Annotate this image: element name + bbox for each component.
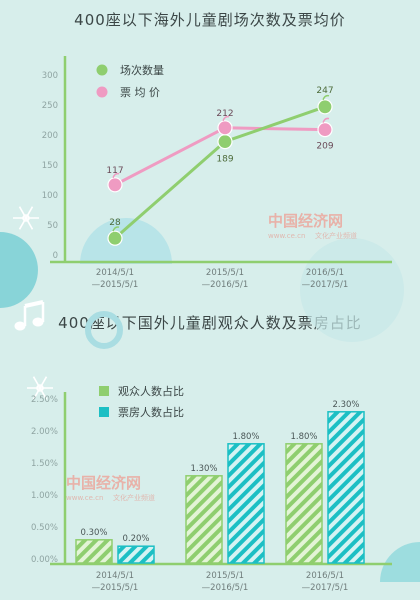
- music-note-icon: [14, 300, 45, 331]
- ring-decoration: [85, 311, 123, 349]
- chart1-y-tick-250: 250: [42, 101, 58, 111]
- chart2-label-s1-2: 1.30%: [190, 464, 217, 474]
- chart1-points: [107, 94, 333, 246]
- watermark-logo-2: 中国经济网: [66, 474, 141, 492]
- chart2-x-tick-1-line-1: 2014/5/1: [96, 571, 134, 581]
- chart1-label-s1-2: 189: [216, 155, 233, 165]
- chart2-label-s2-3: 2.30%: [332, 400, 359, 410]
- chart2-axes: [50, 392, 392, 566]
- chart1-point-leaf-s2-1: [112, 172, 120, 179]
- chart2-x-tick-1-line-2: —2015/5/1: [92, 583, 139, 593]
- chart2-label-s2-2: 1.80%: [232, 432, 259, 442]
- chart2-legend-label-2: 票房人数占比: [118, 405, 184, 419]
- chart1-point-s2-1: [107, 177, 123, 193]
- chart1-point-s2-2: [217, 120, 233, 136]
- chart2-legend-label-1: 观众人数占比: [118, 384, 184, 398]
- snowflake-icon-2: [27, 376, 53, 400]
- chart2-bar-s1-3: [285, 443, 323, 564]
- chart2-legend-marker-1: [99, 386, 109, 396]
- chart2-label-s1-1: 0.30%: [80, 528, 107, 538]
- chart1-legend-label-1: 场次数量: [120, 63, 164, 77]
- chart1-point-s1-1: [107, 230, 123, 246]
- chart1-x-tick-2-line-1: 2015/5/1: [206, 268, 244, 278]
- chart2-y-tick-1-50: 1.50%: [31, 459, 58, 469]
- chart1-label-s2-2: 212: [216, 109, 233, 119]
- chart2-bar-s2-2: [227, 443, 265, 564]
- chart2-y-tick-2-00: 2.00%: [31, 427, 58, 437]
- chart1-legend-label-2: 票 均 价: [120, 86, 160, 99]
- snowflake-icon: [13, 206, 39, 230]
- corner-decoration: [380, 542, 420, 582]
- chart2-bar-s1-1: [75, 539, 113, 564]
- chart1-point-s1-2: [217, 134, 233, 150]
- chart1-y-tick-200: 200: [42, 131, 58, 141]
- chart2-label-s2-1: 0.20%: [122, 534, 149, 544]
- chart2-data-labels: 0.30% 0.20% 1.30% 1.80% 1.80% 2.30%: [80, 400, 359, 544]
- chart1-point-leaf-s1-3: [322, 94, 330, 101]
- chart2-x-tick-2-line-2: —2016/5/1: [202, 583, 249, 593]
- chart1-x-tick-3-line-1: 2016/5/1: [306, 268, 344, 278]
- watermark-2: 中国经济网 www.ce.cn 文化产业频道: [66, 474, 155, 502]
- chart1-x-tick-1-line-2: —2015/5/1: [92, 280, 139, 290]
- chart1-y-tick-150: 150: [42, 161, 58, 171]
- chart1-point-leaf-s1-1: [112, 226, 120, 232]
- chart1-data-labels: 28 189 247 117 212 209: [106, 86, 333, 228]
- chart1-x-tick-1-line-1: 2014/5/1: [96, 268, 134, 278]
- chart1-label-s1-3: 247: [316, 86, 333, 96]
- chart1-y-tick-300: 300: [42, 71, 58, 81]
- chart1-title: 400座以下海外儿童剧场次数及票均价: [74, 11, 346, 29]
- chart1-point-leaf-s2-3: [322, 117, 330, 123]
- chart2-x-tick-2-line-1: 2015/5/1: [206, 571, 244, 581]
- watermark-1: 中国经济网 www.ce.cn 文化产业频道: [268, 212, 357, 240]
- chart1-x-tick-3-line-2: —2017/5/1: [302, 280, 349, 290]
- chart1-point-s2-3: [317, 122, 333, 138]
- chart1-x-tick-2-line-2: —2016/5/1: [202, 280, 249, 290]
- circle-decoration-right: [300, 238, 404, 342]
- watermark-logo-1: 中国经济网: [268, 212, 343, 230]
- chart2-bars: [75, 411, 365, 564]
- chart1-legend-marker-1: [96, 64, 108, 76]
- chart2-label-s1-3: 1.80%: [290, 432, 317, 442]
- watermark-sub-1: 文化产业频道: [315, 231, 357, 240]
- chart2-y-ticks: 0.00% 0.50% 1.00% 1.50% 2.00% 2.50%: [31, 395, 58, 565]
- chart2-x-tick-3-line-1: 2016/5/1: [306, 571, 344, 581]
- chart1-axes: [50, 56, 392, 264]
- watermark-url-2: www.ce.cn: [66, 494, 103, 502]
- chart1-point-s1-3: [317, 99, 333, 115]
- chart1-y-tick-50: 50: [47, 221, 58, 231]
- decorations: [0, 206, 420, 582]
- chart2-title: 400座以下国外儿童剧观众人数及票房占比: [58, 314, 362, 332]
- chart1-label-s2-3: 209: [316, 142, 333, 152]
- chart2-x-ticks: 2014/5/1 —2015/5/1 2015/5/1 —2016/5/1 2016/5…: [92, 571, 349, 593]
- chart2-x-tick-3-line-2: —2017/5/1: [302, 583, 349, 593]
- watermark-url-1: www.ce.cn: [268, 232, 305, 240]
- chart1-label-s2-1: 117: [106, 166, 123, 176]
- watermark-sub-2: 文化产业频道: [113, 493, 155, 502]
- chart2-bar-s1-2: [185, 475, 223, 564]
- chart1-legend-marker-2: [96, 86, 108, 98]
- chart1-y-tick-100: 100: [42, 191, 58, 201]
- semicircle-decoration-left: [0, 232, 38, 308]
- semicircle-decoration-center: [80, 218, 172, 264]
- chart2-legend-marker-2: [99, 407, 109, 417]
- chart2-y-tick-2-50: 2.50%: [31, 395, 58, 405]
- chart2-bar-s2-1: [117, 545, 155, 564]
- chart1-y-tick-0: 0: [53, 251, 58, 261]
- chart1-y-ticks: 0 50 100 150 200 250 300: [42, 71, 58, 261]
- chart1-x-ticks: 2014/5/1 —2015/5/1 2015/5/1 —2016/5/1 2016/5…: [92, 268, 349, 290]
- chart2-y-tick-1-00: 1.00%: [31, 491, 58, 501]
- chart1-label-s1-1: 28: [109, 218, 121, 228]
- chart2-y-tick-0-50: 0.50%: [31, 523, 58, 533]
- chart2-bar-s2-3: [327, 411, 365, 564]
- chart1-point-leaf-s2-2: [222, 115, 230, 122]
- chart2-y-tick-0-00: 0.00%: [31, 555, 58, 565]
